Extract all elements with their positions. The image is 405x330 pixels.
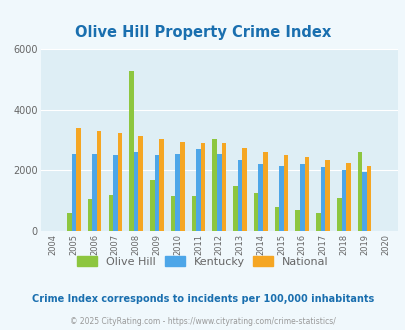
Bar bbox=[242, 148, 246, 231]
Bar bbox=[320, 167, 324, 231]
Bar bbox=[191, 196, 196, 231]
Bar bbox=[274, 207, 279, 231]
Bar bbox=[299, 164, 304, 231]
Bar bbox=[71, 154, 76, 231]
Bar bbox=[87, 199, 92, 231]
Bar bbox=[159, 139, 163, 231]
Bar bbox=[315, 213, 320, 231]
Bar bbox=[295, 210, 299, 231]
Bar bbox=[341, 171, 345, 231]
Bar bbox=[262, 152, 267, 231]
Bar bbox=[362, 172, 366, 231]
Bar bbox=[196, 149, 200, 231]
Bar bbox=[175, 154, 179, 231]
Bar bbox=[258, 164, 262, 231]
Bar bbox=[237, 160, 242, 231]
Text: Olive Hill Property Crime Index: Olive Hill Property Crime Index bbox=[75, 25, 330, 40]
Bar bbox=[283, 155, 288, 231]
Bar bbox=[117, 133, 122, 231]
Legend: Olive Hill, Kentucky, National: Olive Hill, Kentucky, National bbox=[77, 256, 328, 267]
Bar bbox=[76, 128, 81, 231]
Bar bbox=[345, 163, 350, 231]
Text: © 2025 CityRating.com - https://www.cityrating.com/crime-statistics/: © 2025 CityRating.com - https://www.city… bbox=[70, 317, 335, 326]
Bar bbox=[200, 143, 205, 231]
Bar bbox=[232, 185, 237, 231]
Bar bbox=[279, 166, 283, 231]
Bar bbox=[221, 143, 226, 231]
Bar bbox=[324, 160, 329, 231]
Bar bbox=[97, 131, 101, 231]
Bar bbox=[108, 195, 113, 231]
Bar bbox=[113, 155, 117, 231]
Bar bbox=[212, 139, 216, 231]
Bar bbox=[129, 71, 134, 231]
Text: Crime Index corresponds to incidents per 100,000 inhabitants: Crime Index corresponds to incidents per… bbox=[32, 294, 373, 304]
Bar bbox=[171, 196, 175, 231]
Bar bbox=[92, 154, 97, 231]
Bar bbox=[357, 152, 362, 231]
Bar bbox=[366, 166, 371, 231]
Bar bbox=[134, 152, 138, 231]
Bar bbox=[304, 157, 309, 231]
Bar bbox=[67, 213, 71, 231]
Bar bbox=[336, 198, 341, 231]
Bar bbox=[179, 142, 184, 231]
Bar bbox=[150, 180, 154, 231]
Bar bbox=[154, 155, 159, 231]
Bar bbox=[138, 136, 143, 231]
Bar bbox=[253, 193, 258, 231]
Bar bbox=[216, 154, 221, 231]
